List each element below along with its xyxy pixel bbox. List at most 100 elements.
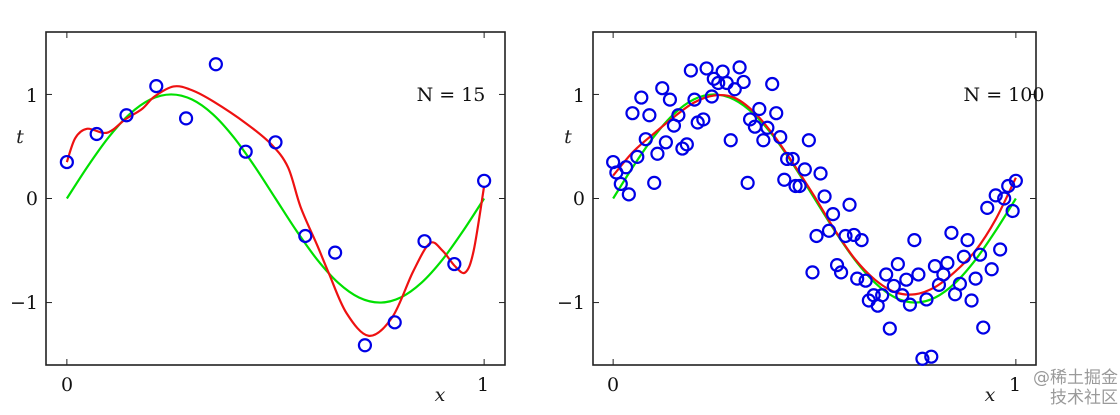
x-tick-label: 1 [1009, 374, 1021, 396]
data-point [773, 130, 788, 145]
data-point [879, 267, 894, 282]
data-point [756, 133, 771, 148]
annotation-n100: N = 100 [964, 84, 1045, 106]
data-point [149, 79, 164, 94]
data-point [447, 256, 462, 272]
true-curve [65, 93, 486, 304]
data-point [357, 338, 373, 353]
data-point [696, 112, 711, 127]
x-tick-label: 0 [607, 374, 619, 396]
data-point [387, 315, 402, 330]
data-point [988, 188, 1003, 203]
data-point [89, 126, 104, 142]
y-axis-label: t [564, 126, 572, 148]
data-point [890, 256, 905, 272]
panel-n15: N = 15 t x 0 1 1 0 −1 [10, 31, 506, 406]
data-point [838, 228, 853, 244]
data-point [792, 178, 807, 194]
data-point [715, 64, 730, 79]
data-point [417, 234, 432, 249]
data-point [723, 133, 738, 148]
data-point [740, 175, 755, 190]
data-point [924, 349, 939, 364]
data-point [683, 63, 698, 78]
panel-n100: N = 100 t x 0 1 1 0 −1 [557, 31, 1045, 406]
data-point [972, 247, 988, 262]
data-point [760, 120, 775, 135]
data-point [769, 106, 784, 121]
data-point [268, 135, 283, 150]
data-point [655, 81, 670, 96]
data-point [687, 92, 702, 107]
data-point [960, 233, 975, 248]
data-point [658, 135, 673, 150]
watermark: @稀土掘金技术社区 [1033, 368, 1118, 408]
data-point [671, 108, 686, 123]
data-point [902, 297, 918, 312]
y-tick-label: 1 [26, 85, 38, 107]
data-point [727, 82, 742, 97]
data-point [993, 242, 1008, 257]
data-point [298, 228, 313, 244]
data-point [634, 90, 649, 105]
data-point [980, 200, 995, 215]
y-tick-label: 0 [573, 188, 585, 210]
y-tick-label: 0 [26, 188, 38, 210]
data-point [915, 351, 930, 366]
x-tick-label: 0 [61, 374, 73, 396]
data-point [825, 207, 841, 222]
data-point [328, 245, 343, 260]
data-point [238, 144, 253, 159]
data-point [119, 108, 134, 123]
data-point [805, 265, 820, 280]
data-point [944, 225, 959, 240]
y-tick-label: −1 [557, 292, 585, 314]
data-point [854, 233, 869, 248]
data-point [809, 228, 824, 244]
data-point [1005, 203, 1020, 219]
data-point [850, 271, 865, 286]
data-point [650, 146, 665, 161]
data-point [675, 141, 690, 156]
data-point [936, 267, 951, 282]
data-point [642, 108, 657, 123]
data-point [997, 191, 1012, 206]
data-point [940, 255, 955, 271]
data-point [964, 293, 979, 308]
data-point [821, 223, 837, 238]
data-point [662, 92, 678, 107]
y-tick-label: 1 [573, 85, 585, 107]
data-point [911, 267, 926, 282]
data-point [736, 74, 751, 90]
data-point [621, 187, 636, 202]
data-point [788, 178, 803, 194]
data-point [780, 151, 795, 167]
data-point [765, 76, 780, 92]
data-point [706, 71, 721, 86]
data-point [618, 160, 634, 175]
data-point [785, 151, 800, 167]
data-point [477, 173, 492, 188]
x-axis-label: x [985, 384, 996, 406]
data-point [895, 288, 910, 303]
data-point [647, 175, 662, 190]
data-point [817, 189, 832, 204]
y-tick-label: −1 [10, 292, 38, 314]
data-point [952, 276, 967, 291]
fit-curve [612, 93, 1017, 296]
data-point [1008, 173, 1023, 188]
data-point [59, 154, 74, 170]
data-point [630, 149, 645, 164]
y-axis-label: t [16, 126, 24, 148]
data-point [752, 101, 767, 117]
data-point [704, 89, 719, 104]
data-point [968, 271, 983, 286]
data-point [638, 132, 653, 147]
data-point [858, 273, 873, 288]
annotation-n15: N = 15 [417, 84, 486, 106]
data-point [679, 137, 694, 152]
data-point [625, 106, 640, 121]
fit-curve [65, 85, 486, 337]
data-point [178, 111, 194, 126]
